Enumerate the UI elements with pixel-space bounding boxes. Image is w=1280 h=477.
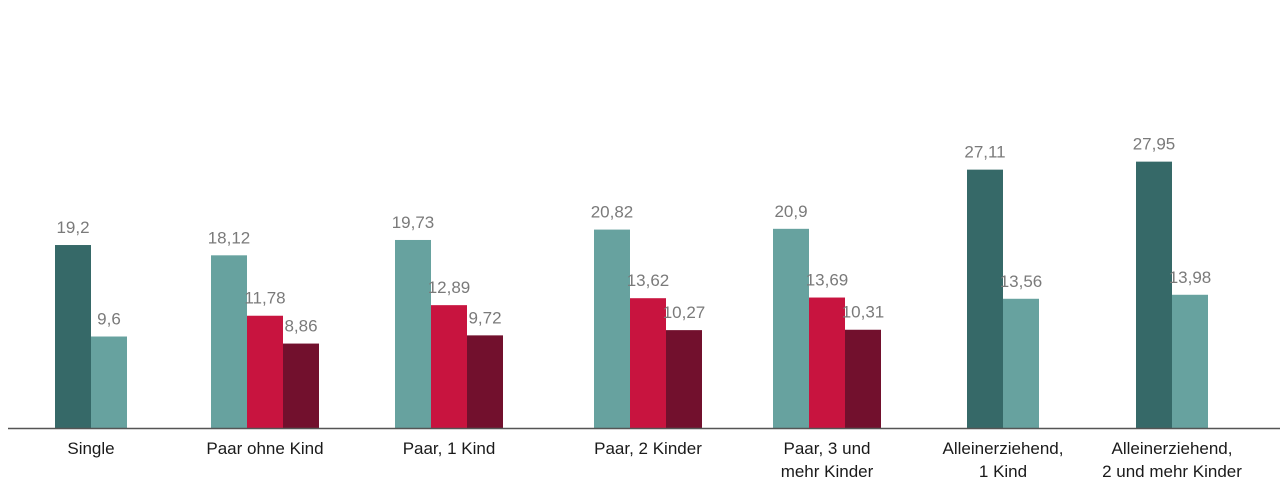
bar-value-label: 13,62: [627, 271, 670, 290]
bar-value-label: 27,11: [964, 143, 1005, 162]
bar: [773, 228, 809, 428]
bar-value-label: 19,2: [56, 218, 89, 237]
category-label-line: 1 Kind: [979, 462, 1027, 477]
bar-value-label: 13,98: [1169, 268, 1212, 287]
bar-value-label: 18,12: [208, 228, 251, 247]
category-label: Alleinerziehend, 2 und mehr Kinder: [1102, 439, 1242, 477]
bar: [1136, 161, 1172, 428]
bar: [967, 169, 1003, 428]
category-label-line: Paar ohne Kind: [206, 439, 323, 458]
bars-layer: [55, 161, 1208, 428]
bar: [594, 229, 630, 428]
bar-value-label: 20,9: [774, 202, 807, 221]
bar: [431, 305, 467, 428]
bar-value-label: 10,27: [663, 303, 706, 322]
category-label: Single: [67, 439, 114, 458]
bar: [1003, 298, 1039, 428]
category-label-line: 2 und mehr Kinder: [1102, 462, 1242, 477]
category-label-line: Paar, 1 Kind: [403, 439, 496, 458]
bar: [55, 245, 91, 428]
category-label-line: Alleinerziehend,: [1112, 439, 1233, 458]
bar-value-label: 13,69: [806, 271, 849, 290]
category-label: Paar ohne Kind: [206, 439, 323, 458]
category-label: Alleinerziehend, 1 Kind: [943, 439, 1064, 477]
bar-value-label: 27,95: [1133, 135, 1176, 154]
bar: [809, 297, 845, 428]
bar-value-label: 10,31: [842, 303, 885, 322]
bar: [467, 335, 503, 428]
bar-value-label: 11,78: [244, 289, 285, 308]
bar: [247, 315, 283, 428]
category-label-line: Single: [67, 439, 114, 458]
category-label-line: mehr Kinder: [781, 462, 874, 477]
category-labels-layer: Single Paar ohne Kind Paar, 1 Kind Paar, 2 …: [67, 439, 1242, 477]
bar: [395, 239, 431, 428]
category-label: Paar, 3 und mehr Kinder: [781, 439, 874, 477]
value-labels-layer: 19,2 9,6 18,12 11,78 8,86 19,73 12,89 9,72 20,82…: [56, 135, 1211, 336]
bar-value-label: 19,73: [392, 213, 435, 232]
category-label-line: Paar, 3 und: [784, 439, 871, 458]
category-label: Paar, 1 Kind: [403, 439, 496, 458]
category-label-line: Alleinerziehend,: [943, 439, 1064, 458]
bar: [666, 330, 702, 428]
bar-value-label: 9,6: [97, 310, 121, 329]
bar-value-label: 13,56: [1000, 272, 1043, 291]
bar: [1172, 294, 1208, 428]
bar: [211, 255, 247, 428]
bar-value-label: 12,89: [428, 278, 471, 297]
bar-value-label: 8,86: [284, 317, 317, 336]
category-label: Paar, 2 Kinder: [594, 439, 702, 458]
bar: [283, 343, 319, 428]
bar-value-label: 9,72: [468, 308, 501, 327]
bar: [845, 329, 881, 428]
bar: [91, 336, 127, 428]
bar: [630, 298, 666, 428]
bar-value-label: 20,82: [591, 203, 634, 222]
category-label-line: Paar, 2 Kinder: [594, 439, 702, 458]
